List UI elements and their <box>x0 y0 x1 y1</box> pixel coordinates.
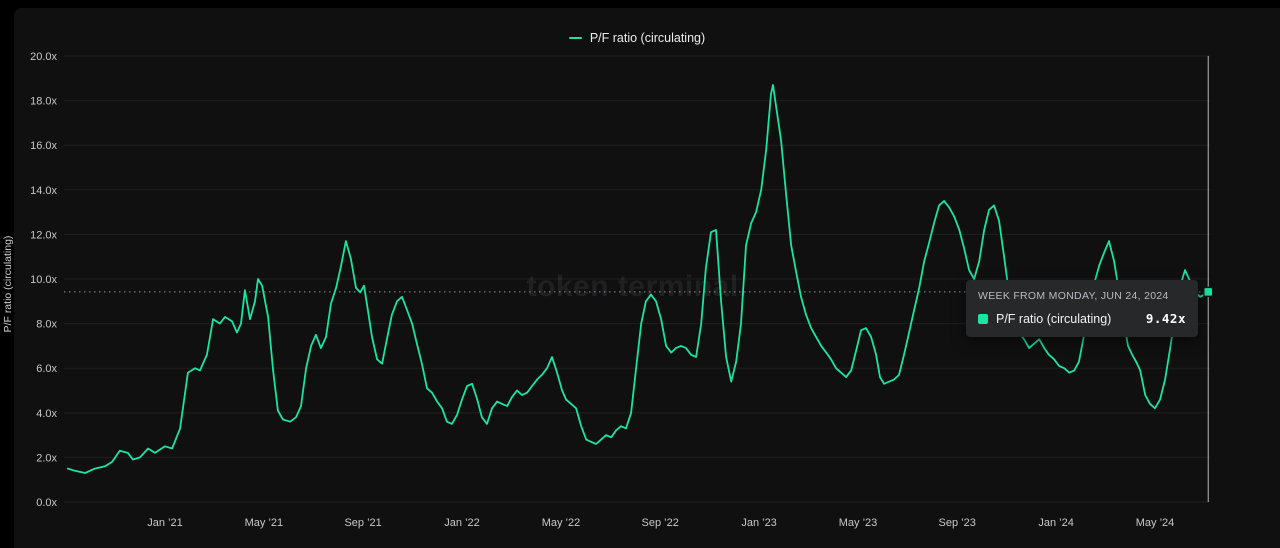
x-tick-label: Jan ’23 <box>741 517 776 529</box>
chart-legend: P/F ratio (circulating) <box>64 31 1210 45</box>
x-tick-label: Sep ’23 <box>939 517 976 529</box>
x-tick-label: Jan ’21 <box>147 517 182 529</box>
x-tick-label: May ’24 <box>1136 517 1175 529</box>
hover-tooltip: WEEK FROM MONDAY, JUN 24, 2024 P/F ratio… <box>966 280 1198 337</box>
tooltip-series-swatch-icon <box>978 313 988 324</box>
tooltip-series-label: P/F ratio (circulating) <box>996 311 1112 326</box>
y-tick-label: 20.0x <box>30 51 57 63</box>
y-tick-label: 2.0x <box>36 452 57 464</box>
x-tick-label: Jan ’22 <box>444 517 479 529</box>
y-tick-label: 12.0x <box>30 229 57 241</box>
y-tick-label: 10.0x <box>30 274 57 286</box>
chart-panel <box>14 8 1280 548</box>
legend-dash-icon <box>568 37 582 39</box>
tooltip-series-row: P/F ratio (circulating) 9.42x <box>978 311 1186 326</box>
series-line-pf-ratio <box>67 84 1210 474</box>
highlight-marker <box>1202 286 1214 298</box>
tooltip-date-title: WEEK FROM MONDAY, JUN 24, 2024 <box>978 290 1169 302</box>
x-tick-label: May ’21 <box>245 517 284 529</box>
y-tick-label: 4.0x <box>36 408 57 420</box>
legend-label: P/F ratio (circulating) <box>589 31 706 45</box>
x-tick-label: Sep ’21 <box>344 517 381 529</box>
y-tick-label: 6.0x <box>36 363 57 375</box>
x-tick-label: Jan ’24 <box>1038 517 1073 529</box>
legend-item[interactable]: P/F ratio (circulating) <box>568 31 706 45</box>
y-tick-label: 18.0x <box>30 96 57 108</box>
y-tick-label: 14.0x <box>30 185 57 197</box>
watermark: token terminal. <box>526 270 748 303</box>
x-tick-label: Sep ’22 <box>642 517 679 529</box>
y-tick-label: 0.0x <box>36 497 57 509</box>
y-tick-label: 8.0x <box>36 319 57 331</box>
y-axis-title: P/F ratio (circulating) <box>2 235 14 333</box>
y-tick-label: 16.0x <box>30 140 57 152</box>
x-tick-label: May ’22 <box>542 517 581 529</box>
tooltip-series-value: 9.42x <box>1145 311 1186 326</box>
x-tick-label: May ’23 <box>839 517 878 529</box>
